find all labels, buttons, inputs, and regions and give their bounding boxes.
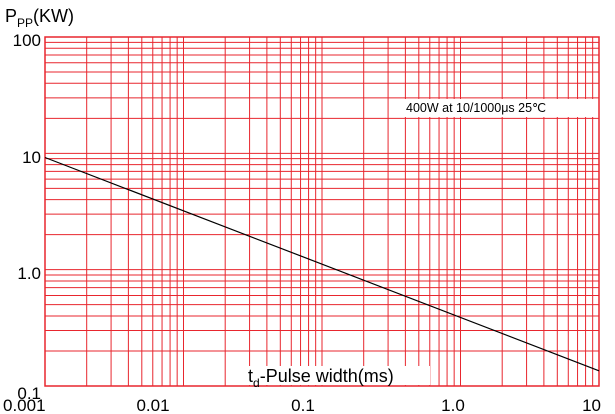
plot-frame (44, 36, 600, 387)
x-tick-label: 0.01 (136, 396, 169, 414)
y-tick-label: 1.0 (17, 264, 41, 283)
y-tick-label: 100 (13, 31, 41, 50)
annotation-text: 400W at 10/1000μs 25℃ (406, 101, 546, 115)
x-tick-label: 10 (582, 396, 601, 414)
grid-lines (45, 37, 599, 386)
x-axis-label: td-Pulse width(ms) (248, 366, 394, 390)
y-tick-label: 10 (22, 148, 41, 167)
y-tick-label: 0.1 (17, 384, 41, 403)
x-tick-label: 1.0 (441, 396, 465, 414)
y-axis-label: PPP(KW) (5, 6, 74, 30)
x-tick-label: 0.001 (3, 396, 46, 414)
x-axis-label-group: td-Pulse width(ms) (246, 366, 430, 390)
x-tick-label: 0.1 (291, 396, 315, 414)
tick-labels: 0.001 0.01 0.1 1.0 10 0.1 1.0 10 100 (3, 31, 601, 414)
annotation-box: 400W at 10/1000μs 25℃ (403, 99, 598, 117)
pulse-power-curve (44, 156, 600, 372)
